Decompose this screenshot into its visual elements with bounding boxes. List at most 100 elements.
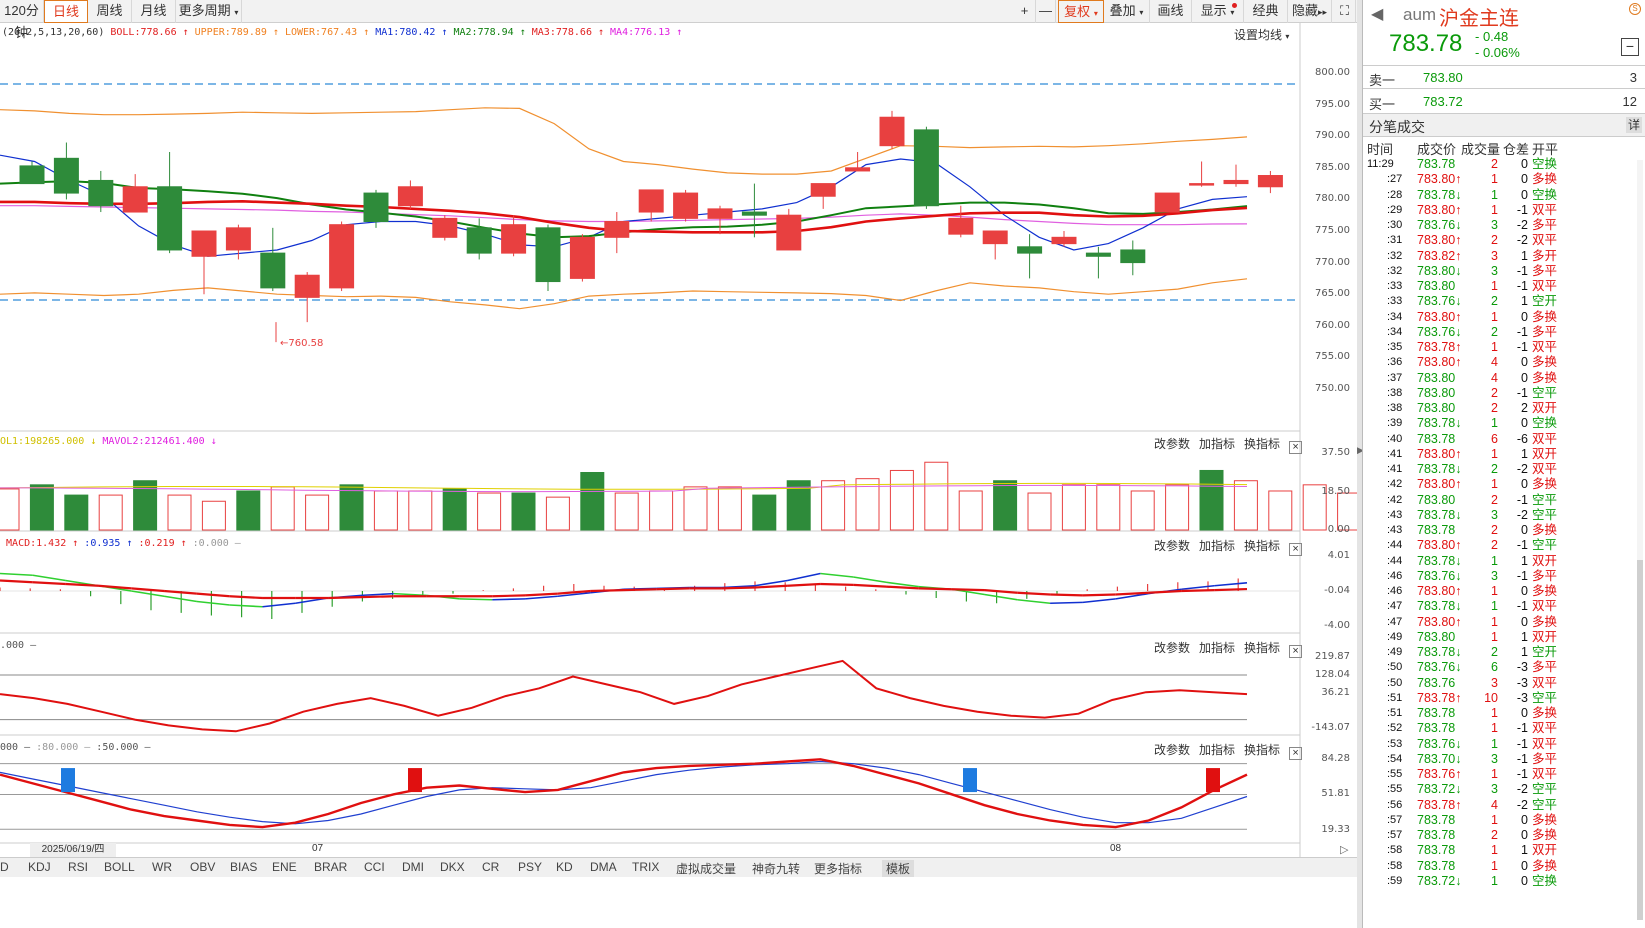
tick-time: :47 [1387,600,1403,613]
zoom-out-button[interactable]: — [1036,0,1056,23]
ticks-scrollbar[interactable] [1637,160,1643,920]
draw-button[interactable]: 画线 [1150,0,1192,23]
indicator-tab-3[interactable]: BOLL [104,860,135,874]
chart-canvas[interactable]: ←760.58 [0,23,1357,857]
overlay-dropdown[interactable]: 叠加 ▾ [1104,0,1150,23]
indicator-tab-2[interactable]: RSI [68,860,89,874]
candle-body [157,186,183,251]
indicator-tab-11[interactable]: DKX [440,860,465,874]
fullscreen-button[interactable]: ⛶ [1334,0,1356,23]
legend-dif: :0.935 ↑ [84,538,133,549]
tick-type: 双平 [1532,736,1558,751]
close-panel-icon[interactable]: × [1289,747,1303,760]
switch-indicator-button[interactable]: 换指标 [1244,641,1281,655]
indicator-tab-18[interactable]: 神奇九转 [752,862,801,876]
close-panel-icon[interactable]: × [1289,441,1303,454]
change-params-button[interactable]: 改参数 [1154,437,1191,451]
indicator-tab-12[interactable]: CR [482,860,500,874]
tick-type: 多平 [1532,568,1558,583]
divider [1363,65,1645,66]
add-indicator-button[interactable]: 加指标 [1199,437,1236,451]
ma-settings-dropdown[interactable]: 设置均线 ▾ [1234,26,1289,43]
macd-dif-line [163,595,198,603]
indicator-tab-17[interactable]: 虚拟成交量 [676,862,737,876]
switch-indicator-button[interactable]: 换指标 [1244,539,1281,553]
switch-indicator-button[interactable]: 换指标 [1244,437,1281,451]
indicator-tab-16[interactable]: TRIX [632,860,660,874]
tick-oi-change: -1 [1516,263,1528,278]
tick-time: :39 [1387,417,1403,430]
indicator-tab-8[interactable]: BRAR [314,860,348,874]
adjust-dropdown[interactable]: 复权 ▾ [1058,0,1104,23]
header-oi-change: 仓差 [1503,142,1530,157]
legend-vol: OL1:198265.000 ↓ [0,436,97,447]
indicator-tab-1[interactable]: KDJ [28,860,51,874]
candle-body [88,179,114,207]
indicator-tab-19[interactable]: 更多指标 [814,862,863,876]
macd-dea-line [590,589,624,593]
indicator-tab-7[interactable]: ENE [272,860,297,874]
hide-label: 隐藏 [1291,3,1318,18]
change-params-button[interactable]: 改参数 [1154,539,1191,553]
candle-body [1189,183,1215,186]
indicator-tab-15[interactable]: DMA [590,860,617,874]
panel-splitter[interactable]: ▶ [1357,0,1364,928]
y-tick-label: 37.50 [1321,447,1350,458]
tick-row: :42 783.80 2 -1 空平 [1363,493,1645,508]
switch-indicator-button[interactable]: 换指标 [1244,743,1281,757]
hide-button[interactable]: 隐藏▸▸ [1288,0,1332,23]
tick-time: :28 [1387,188,1403,201]
collapse-arrow-icon[interactable]: ▶ [1357,445,1364,455]
candle-body [122,186,148,213]
chevron-down-icon: ▾ [1230,8,1235,17]
indicator-tab-14[interactable]: KD [556,860,573,874]
tick-time: :58 [1387,859,1403,872]
indicator-tab-20[interactable]: 模板 [882,860,915,877]
more-periods-dropdown[interactable]: 更多周期 ▾ [176,0,242,23]
indicator-tab-0[interactable]: D [0,860,9,874]
macd-dea-line [984,589,1018,594]
add-indicator-button[interactable]: 加指标 [1199,539,1236,553]
zoom-in-button[interactable]: + [1014,0,1036,23]
tab-monthly[interactable]: 月线 [132,0,176,23]
tick-time: :43 [1387,508,1403,521]
volume-bar [649,490,674,531]
indicator-tab-9[interactable]: CCI [364,860,385,874]
tick-row: :41 783.78↓ 2 -2 双平 [1363,462,1645,477]
tick-time: :41 [1387,447,1403,460]
tab-120min[interactable]: 120分钟 [0,0,44,40]
add-indicator-button[interactable]: 加指标 [1199,743,1236,757]
tick-volume: 2 [1491,157,1498,171]
tick-price: 783.78 [1417,706,1456,720]
tab-weekly[interactable]: 周线 [88,0,132,23]
tab-daily[interactable]: 日线 [44,0,88,23]
volume-legend: OL1:198265.000 ↓ MAVOL2:212461.400 ↓ [0,436,223,447]
tick-price: 783.80↑ [1417,614,1462,629]
indicator-tab-13[interactable]: PSY [518,860,543,874]
ticks-scrollbar-thumb[interactable] [1637,560,1643,920]
close-panel-icon[interactable]: × [1289,645,1303,658]
close-panel-icon[interactable]: × [1289,543,1303,556]
scroll-right-icon[interactable]: ▷ [1340,844,1349,856]
change-params-button[interactable]: 改参数 [1154,743,1191,757]
indicator-tab-5[interactable]: OBV [190,860,216,874]
indicator-tab-4[interactable]: WR [152,860,172,874]
legend-params: (20,2,5,13,20,60) [2,27,105,38]
favorite-icon[interactable]: S [1629,3,1641,15]
add-indicator-button[interactable]: 加指标 [1199,641,1236,655]
volume-bar [786,480,811,531]
classic-button[interactable]: 经典 [1244,0,1288,23]
ticks-detail-button[interactable]: 详 [1626,117,1642,133]
tick-oi-change: -1 [1516,736,1528,751]
tick-time: :41 [1387,463,1403,475]
display-dropdown[interactable]: 显示 ▾ [1192,0,1244,23]
change-params-button[interactable]: 改参数 [1154,641,1191,655]
indicator-tab-6[interactable]: BIAS [230,860,258,874]
indicator-tab-10[interactable]: DMI [402,860,424,874]
prev-instrument-icon[interactable]: ◀ [1371,6,1384,23]
tick-price: 783.80↓ [1417,263,1462,278]
y-tick-label: 18.50 [1321,486,1350,497]
tick-type: 空平 [1532,538,1558,553]
collapse-quote-icon[interactable]: − [1621,38,1639,56]
tick-row: :57 783.78 1 0 多换 [1363,813,1645,828]
